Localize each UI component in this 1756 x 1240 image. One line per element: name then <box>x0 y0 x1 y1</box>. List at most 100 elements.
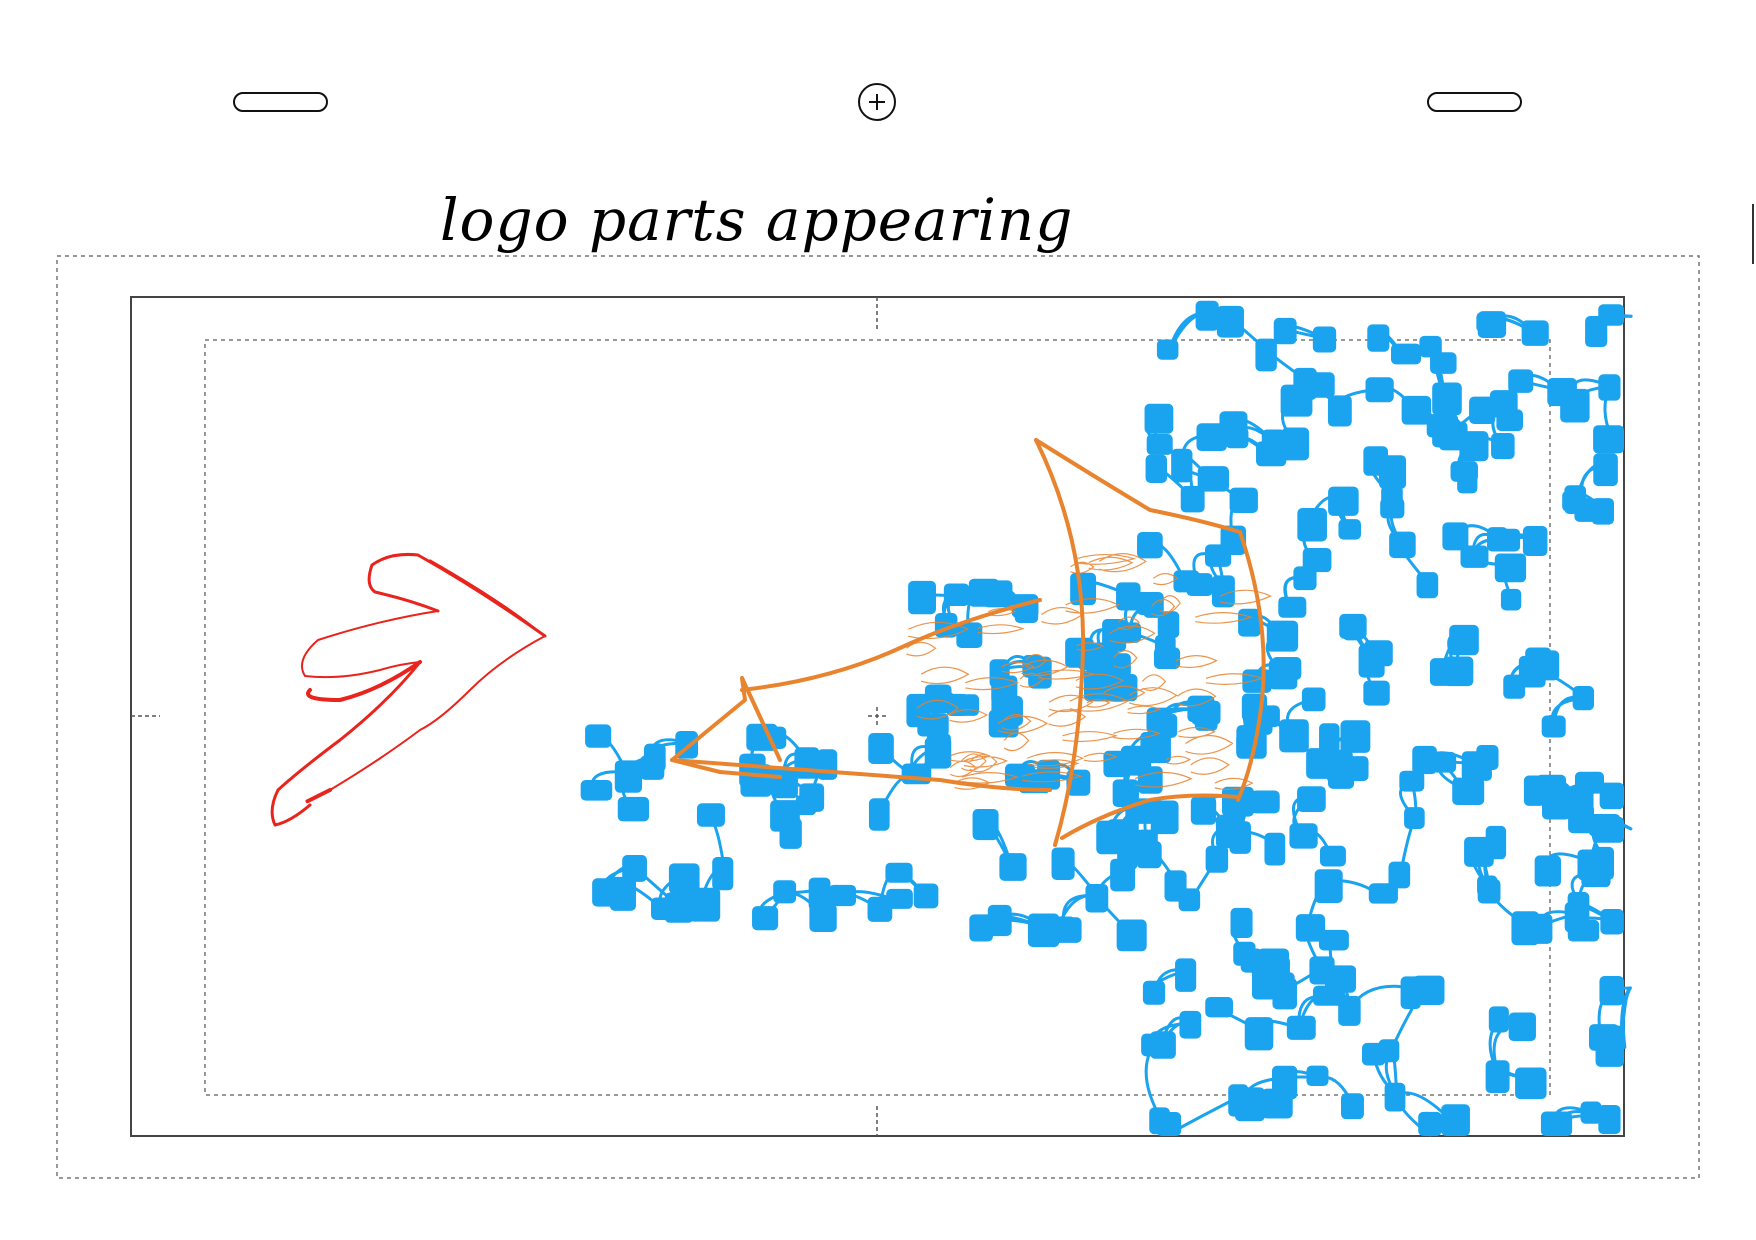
particle-blob <box>1412 975 1445 1005</box>
particle-blob <box>1567 892 1590 923</box>
particle-blob <box>1244 1017 1274 1051</box>
particle-blob <box>1153 647 1181 669</box>
particle-blob <box>739 753 766 788</box>
particle-blob <box>1600 909 1624 935</box>
particle-blob <box>1037 759 1061 790</box>
particle-blob <box>712 857 734 891</box>
particle-blob <box>1419 335 1442 358</box>
particle-blob <box>1489 390 1518 418</box>
particle-blob <box>1186 573 1213 597</box>
scribble-stroke <box>906 553 1272 791</box>
particle-blob <box>580 779 613 801</box>
particle-blob <box>983 580 1013 608</box>
particle-blob <box>1137 532 1163 559</box>
particle-blob <box>1593 425 1624 454</box>
particle-blob <box>1261 429 1286 457</box>
particle-blob <box>987 904 1012 937</box>
particle-blob <box>1195 300 1219 331</box>
particle-blob <box>1144 403 1174 434</box>
particle-blob <box>1110 858 1136 892</box>
particle-blob <box>1211 575 1235 608</box>
particle-blob <box>809 903 837 932</box>
particle-blob <box>622 854 647 882</box>
particle-blob <box>1418 1111 1442 1136</box>
particle-blob <box>1381 485 1403 512</box>
particle-blob <box>1363 680 1390 706</box>
particle-blob <box>1136 841 1162 869</box>
bleed-guide <box>56 255 1700 1179</box>
particle-blob <box>1389 531 1416 559</box>
particle-blobs <box>580 300 1624 1136</box>
particle-blob <box>1070 572 1097 606</box>
particle-blob <box>746 723 778 751</box>
particle-blob <box>1145 454 1168 484</box>
particle-blob <box>868 732 894 764</box>
particle-blob <box>908 580 936 615</box>
particle-blob <box>689 887 721 922</box>
particle-blob <box>1293 566 1317 591</box>
particle-blob <box>1236 725 1267 759</box>
particle-blob <box>1530 913 1553 944</box>
particle-blob <box>1592 816 1624 843</box>
particle-blob <box>1522 526 1548 557</box>
particle-blob <box>1339 613 1367 639</box>
particle-blob <box>1175 958 1197 992</box>
particle-blob <box>1485 825 1507 860</box>
particle-blob <box>1541 715 1566 738</box>
particle-blob <box>1273 317 1297 345</box>
particle-blob <box>886 888 913 909</box>
particle-blob <box>1365 377 1394 403</box>
particle-blob <box>1045 916 1076 938</box>
particle-blob <box>1028 656 1052 689</box>
particle-blob <box>1567 919 1600 942</box>
particle-blob <box>1340 1093 1364 1120</box>
particle-blob <box>1390 343 1422 365</box>
particle-blob <box>1327 395 1352 427</box>
particle-blob <box>1230 907 1253 938</box>
particle-blob <box>1338 519 1362 540</box>
particle-blob <box>1179 1010 1202 1039</box>
particle-blob <box>1580 1101 1602 1124</box>
particle-blob <box>1319 723 1340 753</box>
particle-blob <box>1572 686 1595 711</box>
particle-blob <box>1229 487 1258 514</box>
particle-blob <box>1592 846 1614 880</box>
particle-blob <box>1102 618 1127 652</box>
particle-blob <box>696 803 725 827</box>
particle-blob <box>1416 572 1439 599</box>
particle-blob <box>817 749 838 780</box>
particle-blob <box>1279 719 1309 753</box>
particle-blob <box>1599 976 1624 1006</box>
sketch-caption: logo parts appearing <box>440 186 1074 254</box>
particle-blob <box>1142 980 1166 1005</box>
particle-blob <box>1460 545 1489 568</box>
particle-blob <box>1266 620 1299 652</box>
particle-blob <box>1401 395 1432 425</box>
particle-blob <box>1215 814 1244 849</box>
add-frame-icon[interactable] <box>858 83 896 121</box>
particle-blob <box>954 694 980 716</box>
particle-blob <box>1314 869 1343 904</box>
center-guides <box>131 297 886 1136</box>
particle-blob <box>771 767 798 799</box>
particle-blob <box>1216 305 1244 338</box>
particle-blob <box>1225 427 1249 449</box>
particle-blob <box>1242 669 1272 693</box>
particle-blob <box>609 876 636 911</box>
particle-blob <box>1591 498 1615 525</box>
left-resize-handle[interactable] <box>233 92 328 112</box>
particle-blob <box>773 880 797 904</box>
particle-blob <box>1491 432 1515 460</box>
particle-blob <box>1384 1082 1406 1112</box>
particle-blob <box>913 883 939 909</box>
particle-blob <box>1280 384 1313 417</box>
particle-blob <box>1146 434 1173 455</box>
motion-arrow-sketch <box>270 553 547 827</box>
right-resize-handle[interactable] <box>1427 92 1522 112</box>
particle-blob <box>1157 611 1180 639</box>
particle-blob <box>1164 870 1187 902</box>
particle-blob <box>1278 596 1307 618</box>
particle-blob <box>956 622 983 648</box>
particle-blob <box>1180 485 1205 513</box>
particle-blob <box>924 684 952 714</box>
